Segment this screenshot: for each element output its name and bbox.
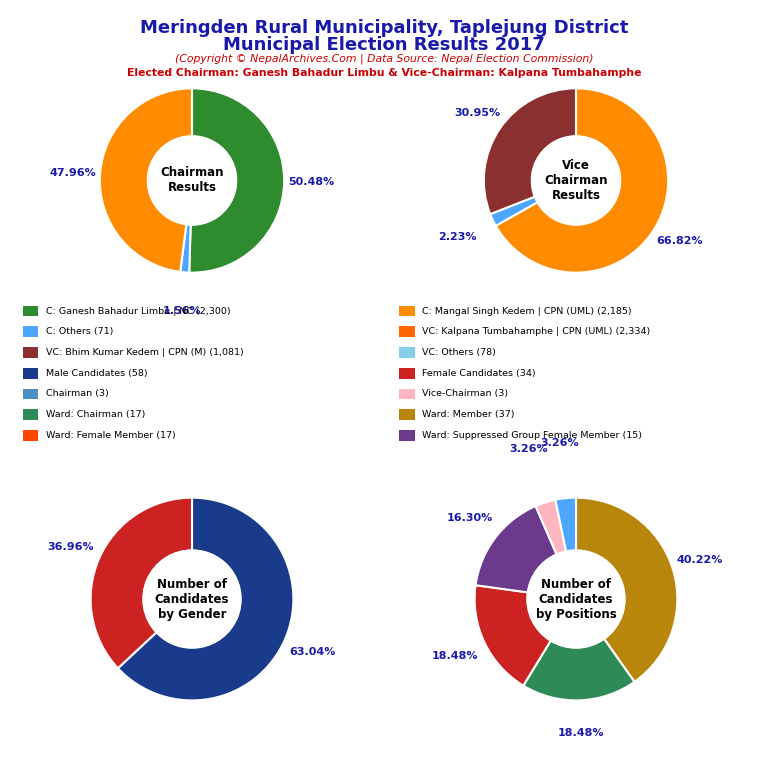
Text: 47.96%: 47.96% <box>49 167 96 178</box>
Wedge shape <box>189 88 284 273</box>
Text: Number of
Candidates
by Gender: Number of Candidates by Gender <box>154 578 230 621</box>
Text: 66.82%: 66.82% <box>656 236 703 246</box>
Text: VC: Bhim Kumar Kedem | CPN (M) (1,081): VC: Bhim Kumar Kedem | CPN (M) (1,081) <box>46 348 243 357</box>
Wedge shape <box>100 88 192 272</box>
Text: Ward: Member (37): Ward: Member (37) <box>422 410 515 419</box>
Text: 2.23%: 2.23% <box>439 232 477 242</box>
Wedge shape <box>475 506 557 592</box>
Wedge shape <box>535 500 566 554</box>
Text: Ward: Chairman (17): Ward: Chairman (17) <box>46 410 145 419</box>
Text: Ward: Female Member (17): Ward: Female Member (17) <box>46 431 176 440</box>
Circle shape <box>147 136 237 225</box>
Text: 18.48%: 18.48% <box>558 728 604 738</box>
Text: Chairman
Results: Chairman Results <box>161 167 223 194</box>
Text: VC: Kalpana Tumbahamphe | CPN (UML) (2,334): VC: Kalpana Tumbahamphe | CPN (UML) (2,3… <box>422 327 650 336</box>
Text: 50.48%: 50.48% <box>289 177 335 187</box>
Text: 18.48%: 18.48% <box>432 651 478 661</box>
Text: Chairman (3): Chairman (3) <box>46 389 109 399</box>
Text: 1.56%: 1.56% <box>162 306 201 316</box>
Text: C: Ganesh Bahadur Limbu | NC (2,300): C: Ganesh Bahadur Limbu | NC (2,300) <box>46 306 230 316</box>
Text: C: Others (71): C: Others (71) <box>46 327 114 336</box>
Text: Elected Chairman: Ganesh Bahadur Limbu & Vice-Chairman: Kalpana Tumbahamphe: Elected Chairman: Ganesh Bahadur Limbu &… <box>127 68 641 78</box>
Circle shape <box>531 136 621 225</box>
Circle shape <box>528 551 624 647</box>
Wedge shape <box>490 197 538 226</box>
Wedge shape <box>91 498 192 668</box>
Text: Vice-Chairman (3): Vice-Chairman (3) <box>422 389 508 399</box>
Wedge shape <box>180 224 190 273</box>
Text: 3.26%: 3.26% <box>509 444 548 454</box>
Text: 30.95%: 30.95% <box>454 108 500 118</box>
Text: 16.30%: 16.30% <box>446 513 492 523</box>
Circle shape <box>144 551 240 647</box>
Text: Male Candidates (58): Male Candidates (58) <box>46 369 147 378</box>
Wedge shape <box>118 498 293 700</box>
Text: VC: Others (78): VC: Others (78) <box>422 348 496 357</box>
Wedge shape <box>576 498 677 682</box>
Text: Female Candidates (34): Female Candidates (34) <box>422 369 536 378</box>
Text: Meringden Rural Municipality, Taplejung District: Meringden Rural Municipality, Taplejung … <box>140 19 628 37</box>
Text: Vice
Chairman
Results: Vice Chairman Results <box>545 159 607 202</box>
Text: (Copyright © NepalArchives.Com | Data Source: Nepal Election Commission): (Copyright © NepalArchives.Com | Data So… <box>175 54 593 65</box>
Wedge shape <box>484 88 576 214</box>
Wedge shape <box>555 498 576 551</box>
Wedge shape <box>496 88 668 273</box>
Text: 63.04%: 63.04% <box>290 647 336 657</box>
Text: Ward: Suppressed Group Female Member (15): Ward: Suppressed Group Female Member (15… <box>422 431 642 440</box>
Wedge shape <box>523 639 634 700</box>
Text: 3.26%: 3.26% <box>541 438 579 448</box>
Text: Municipal Election Results 2017: Municipal Election Results 2017 <box>223 36 545 54</box>
Text: C: Mangal Singh Kedem | CPN (UML) (2,185): C: Mangal Singh Kedem | CPN (UML) (2,185… <box>422 306 632 316</box>
Text: 40.22%: 40.22% <box>677 554 723 564</box>
Text: Number of
Candidates
by Positions: Number of Candidates by Positions <box>535 578 617 621</box>
Wedge shape <box>475 585 551 686</box>
Text: 36.96%: 36.96% <box>48 541 94 551</box>
